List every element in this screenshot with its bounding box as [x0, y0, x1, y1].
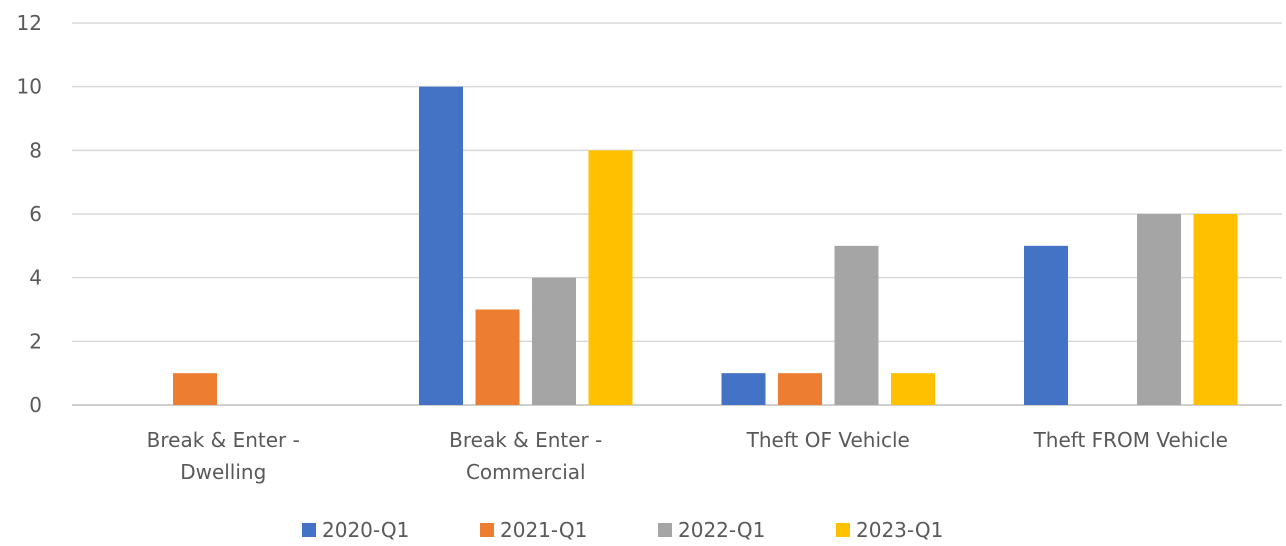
x-category-label: Theft OF Vehicle	[746, 428, 910, 452]
bar-2023-q1-cat3	[1193, 214, 1238, 405]
bar-2023-q1-cat2	[891, 373, 935, 405]
gridlines	[72, 22, 1282, 406]
x-category-label: Theft FROM Vehicle	[1033, 428, 1228, 452]
bar-2021-q1-cat1	[475, 309, 520, 405]
y-axis-ticks: 0 2 4 6 8 10 12	[17, 11, 42, 417]
bar-2023-q1-cat1	[588, 150, 633, 405]
y-tick-label: 0	[29, 393, 42, 417]
legend-swatch	[658, 523, 672, 537]
legend-label: 2021-Q1	[500, 518, 587, 542]
legend-item: 2021-Q1	[480, 518, 587, 542]
x-category-label: Break & Enter -	[147, 428, 300, 452]
y-tick-label: 8	[29, 138, 42, 162]
bars	[173, 86, 1238, 406]
bar-2022-q1-cat1	[532, 277, 576, 405]
x-category-label: Commercial	[466, 460, 586, 484]
legend-swatch	[480, 523, 494, 537]
x-axis-labels: Break & Enter - Dwelling Break & Enter - Co…	[147, 428, 1228, 484]
y-tick-label: 10	[17, 75, 42, 99]
legend-swatch	[302, 523, 316, 537]
bar-2022-q1-cat2	[834, 245, 879, 405]
x-category-label: Break & Enter -	[449, 428, 602, 452]
legend-label: 2020-Q1	[322, 518, 409, 542]
y-tick-label: 12	[17, 11, 42, 35]
x-category-label: Dwelling	[180, 460, 266, 484]
bar-2020-q1-cat1	[419, 86, 463, 406]
legend-item: 2023-Q1	[836, 518, 943, 542]
bar-2021-q1-cat0	[173, 373, 217, 405]
bar-2021-q1-cat2	[778, 373, 822, 405]
legend-label: 2022-Q1	[678, 518, 765, 542]
bar-2020-q1-cat2	[721, 373, 766, 405]
y-tick-label: 4	[29, 266, 42, 290]
y-tick-label: 6	[29, 202, 42, 226]
legend-label: 2023-Q1	[856, 518, 943, 542]
legend-item: 2022-Q1	[658, 518, 765, 542]
legend-swatch	[836, 523, 850, 537]
legend: 2020-Q1 2021-Q1 2022-Q1 2023-Q1	[302, 518, 943, 542]
bar-2020-q1-cat3	[1024, 245, 1068, 405]
legend-item: 2020-Q1	[302, 518, 409, 542]
bar-2022-q1-cat3	[1137, 214, 1181, 405]
y-tick-label: 2	[29, 329, 42, 353]
